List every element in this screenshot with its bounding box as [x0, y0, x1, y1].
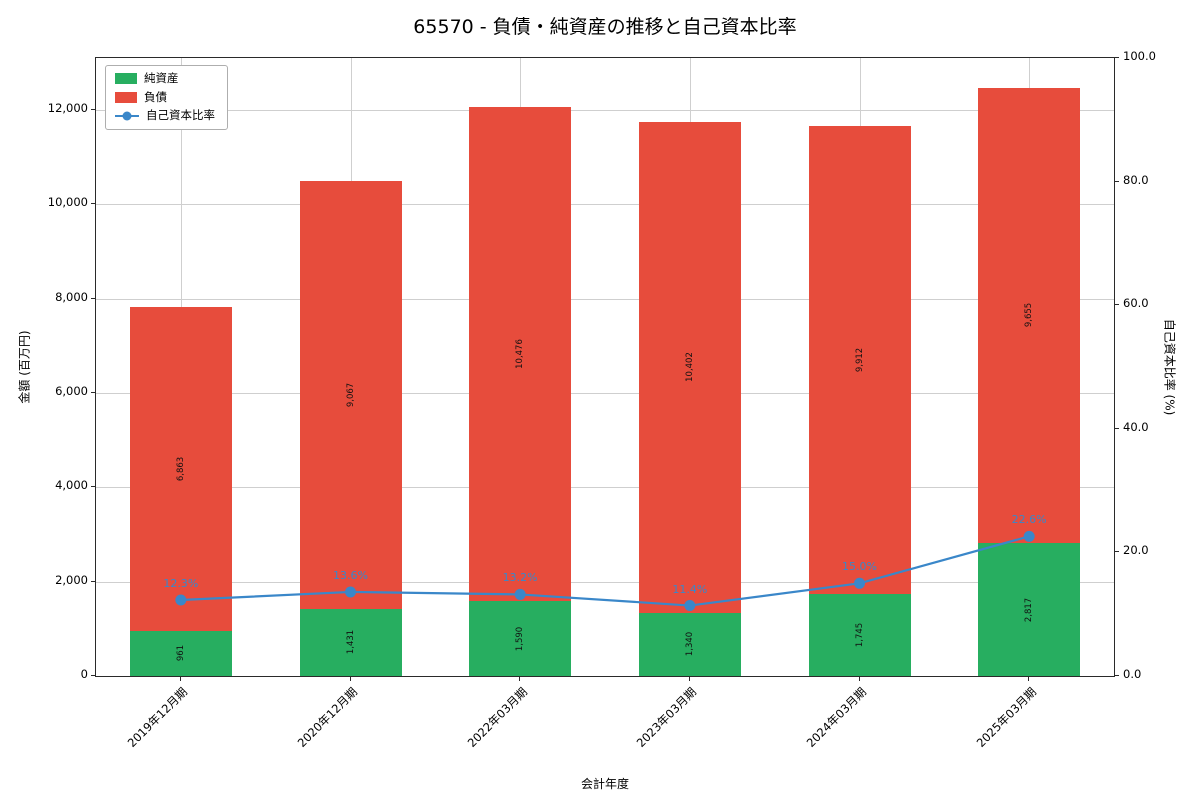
- x-tick-mark: [858, 677, 860, 681]
- y-tick-mark-right: [1115, 427, 1119, 429]
- bar-segment-net-assets: [299, 608, 402, 676]
- x-tick-label: 2025年03月期: [973, 684, 1039, 751]
- x-tick-label: 2020年12月期: [294, 684, 361, 751]
- x-tick-label: 2023年03月期: [634, 684, 700, 751]
- x-tick-label: 2024年03月期: [803, 684, 870, 751]
- y-tick-label-right: 20.0: [1123, 543, 1149, 558]
- y-tick-label-right: 40.0: [1123, 419, 1149, 434]
- y-tick-mark-left: [91, 297, 95, 299]
- legend-item-net-assets: 純資産: [115, 71, 215, 85]
- equity-ratio-value-label: 12.3%: [163, 577, 199, 590]
- bar-segment-liabilities: [129, 306, 232, 631]
- y-tick-mark-left: [91, 486, 95, 488]
- equity-ratio-point: [684, 600, 696, 612]
- y-tick-mark-left: [91, 675, 95, 676]
- x-tick-mark: [688, 677, 690, 681]
- grid-line-horizontal: [96, 581, 1114, 583]
- chart-title: 65570 - 負債・純資産の推移と自己資本比率: [413, 16, 797, 38]
- bar-segment-liabilities: [638, 122, 741, 613]
- equity-ratio-point: [514, 588, 526, 600]
- equity-ratio-point: [1023, 530, 1035, 542]
- y-tick-label-right: 100.0: [1123, 49, 1156, 63]
- y-tick-label-left: 2,000: [55, 572, 88, 587]
- grid-line-horizontal: [96, 298, 1114, 300]
- y-tick-label-right: 80.0: [1123, 172, 1149, 187]
- y-tick-label-left: 12,000: [47, 100, 88, 115]
- bar-segment-net-assets: [808, 593, 911, 676]
- legend: 純資産 負債 自己資本比率: [105, 65, 228, 130]
- equity-ratio-line: [180, 535, 1030, 607]
- equity-ratio-point: [854, 577, 865, 589]
- bar-segment-net-assets: [978, 543, 1081, 676]
- bar-segment-liabilities: [978, 87, 1081, 544]
- y-tick-mark-right: [1115, 57, 1119, 58]
- y-tick-label-left: 10,000: [47, 195, 88, 210]
- legend-swatch-liabilities: [115, 91, 137, 103]
- equity-ratio-point: [175, 594, 187, 606]
- equity-ratio-point: [345, 586, 356, 598]
- grid-line-horizontal: [96, 109, 1114, 111]
- y-tick-mark-right: [1115, 675, 1119, 676]
- y-tick-label-left: 8,000: [55, 289, 88, 304]
- x-tick-label: 2022年03月期: [464, 684, 530, 751]
- bar-segment-liabilities: [299, 180, 402, 609]
- equity-ratio-line-layer: [175, 530, 1035, 612]
- y-tick-label-left: 6,000: [55, 383, 88, 398]
- plot-area: 961 6,863 1,431 9,067 1,590 10,476 1,340 10,402…: [95, 57, 1115, 677]
- y-tick-label-right: 60.0: [1123, 296, 1149, 311]
- y-tick-label-left: 0: [80, 667, 88, 681]
- grid-line-horizontal: [96, 204, 1114, 206]
- x-tick-mark: [179, 677, 181, 681]
- equity-ratio-value-label: 13.2%: [502, 571, 538, 585]
- y-axis-label-right: 自己資本比率 (%): [1162, 318, 1177, 416]
- grid-line-horizontal: [96, 487, 1114, 489]
- bar-segment-net-assets: [638, 612, 741, 676]
- legend-item-liabilities: 負債: [115, 89, 215, 104]
- legend-marker-dot-icon: [122, 111, 132, 121]
- equity-ratio-value-label: 15.0%: [842, 560, 877, 574]
- y-axis-label-left: 金額 (百万円): [17, 330, 32, 404]
- legend-swatch-net-assets: [115, 73, 137, 85]
- legend-label-liabilities: 負債: [144, 89, 167, 104]
- legend-item-equity-ratio: 自己資本比率: [115, 108, 215, 122]
- equity-ratio-value-label: 11.4%: [672, 582, 708, 596]
- y-tick-label-left: 4,000: [55, 478, 88, 493]
- y-tick-mark-right: [1115, 551, 1119, 553]
- bar-segment-liabilities: [469, 106, 572, 601]
- bar-segment-liabilities: [808, 126, 911, 594]
- legend-label-equity-ratio: 自己資本比率: [146, 108, 215, 122]
- y-tick-mark-right: [1115, 180, 1119, 182]
- y-tick-mark-left: [91, 108, 95, 110]
- x-tick-mark: [349, 677, 351, 681]
- grid-line-horizontal: [96, 392, 1114, 394]
- x-axis-label: 会計年度: [580, 777, 630, 791]
- equity-ratio-value-label: 22.6%: [1011, 513, 1047, 527]
- equity-ratio-value-label: 13.6%: [333, 568, 368, 582]
- x-tick-label: 2019年12月期: [125, 684, 191, 751]
- y-tick-mark-left: [91, 203, 95, 205]
- x-tick-mark: [519, 677, 521, 681]
- y-tick-mark-right: [1115, 304, 1119, 306]
- x-tick-mark: [1028, 677, 1030, 681]
- legend-label-net-assets: 純資産: [144, 71, 179, 85]
- y-tick-mark-left: [91, 580, 95, 582]
- bar-segment-net-assets: [469, 601, 572, 676]
- bar-segment-net-assets: [129, 630, 232, 676]
- y-tick-label-right: 0.0: [1123, 667, 1142, 681]
- y-tick-mark-left: [91, 391, 95, 393]
- legend-line-sample-icon: [115, 111, 139, 121]
